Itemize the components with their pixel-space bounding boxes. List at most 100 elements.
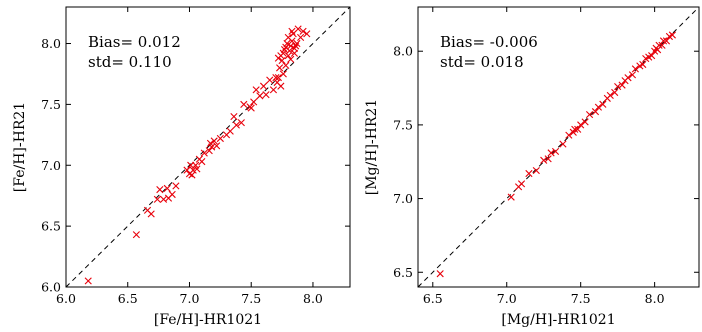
data-point <box>163 184 171 192</box>
y-tick-label: 7.5 <box>41 97 61 112</box>
data-point <box>624 74 632 82</box>
data-point <box>532 166 540 175</box>
y-tick-label: 8.0 <box>393 44 413 59</box>
data-point <box>525 169 533 178</box>
data-point <box>559 140 567 148</box>
x-axis-label: [Fe/H]-HR1021 <box>154 312 262 328</box>
x-tick-label: 7.0 <box>180 291 200 306</box>
data-point <box>153 195 161 203</box>
data-point <box>240 100 248 108</box>
data-point <box>290 49 299 57</box>
data-point <box>662 37 671 45</box>
data-point <box>262 91 270 99</box>
data-point <box>606 91 614 100</box>
data-point <box>659 37 668 45</box>
data-point <box>205 147 213 155</box>
data-point <box>611 88 619 97</box>
data-point <box>540 156 548 164</box>
data-point <box>292 42 300 50</box>
plot-frame <box>417 6 700 288</box>
data-point <box>574 125 582 133</box>
one-to-one-line <box>65 6 351 288</box>
data-point <box>230 112 238 121</box>
x-tick-label: 7.5 <box>571 291 591 306</box>
x-tick-label: 6.5 <box>118 291 138 306</box>
data-point <box>274 74 282 82</box>
data-point <box>269 86 278 94</box>
data-point <box>213 142 221 150</box>
data-point <box>299 27 307 35</box>
bias-annotation: Bias= 0.012 <box>88 33 181 51</box>
data-point <box>544 155 552 163</box>
one-to-one-line <box>417 6 700 288</box>
std-annotation: std= 0.110 <box>88 53 172 71</box>
data-point <box>618 81 626 89</box>
data-point <box>198 158 206 166</box>
data-point <box>147 210 155 218</box>
data-point <box>172 182 180 190</box>
y-tick-label: 7.0 <box>41 158 61 173</box>
data-point <box>303 30 311 38</box>
data-point <box>517 180 526 188</box>
x-tick-label: 6.0 <box>56 291 76 306</box>
data-point <box>585 110 594 119</box>
data-point <box>668 31 676 39</box>
std-annotation: std= 0.018 <box>440 53 524 71</box>
points <box>436 31 676 278</box>
y-tick-label: 6.5 <box>41 219 61 234</box>
bias-annotation: Bias= -0.006 <box>440 33 538 51</box>
data-point <box>288 27 296 35</box>
data-point <box>294 25 302 33</box>
data-point <box>287 55 295 63</box>
data-point <box>256 92 264 100</box>
points <box>84 25 311 285</box>
data-point <box>648 52 656 60</box>
data-point <box>297 33 305 42</box>
panel-mg: 6.5 7.0 7.5 8.0 6.5 7.0 7.5 8.0 [Mg/H]-HR1021 [Mg… <box>364 6 700 328</box>
data-point <box>577 121 585 129</box>
data-point <box>200 149 208 157</box>
data-point <box>594 103 603 111</box>
y-tick-label: 7.5 <box>393 117 413 132</box>
data-point <box>284 52 292 60</box>
data-point <box>156 186 164 194</box>
y-tick-label: 6.5 <box>393 265 413 280</box>
data-point <box>293 39 301 48</box>
data-point <box>193 165 201 173</box>
data-point <box>266 76 274 84</box>
data-point <box>581 118 589 126</box>
data-point <box>168 190 176 199</box>
x-tick-label: 8.0 <box>303 291 323 306</box>
data-point <box>507 193 515 201</box>
data-point <box>132 231 140 239</box>
data-point <box>631 65 639 73</box>
y-tick-label: 6.0 <box>41 280 61 295</box>
data-point <box>591 108 600 116</box>
data-point <box>282 61 290 70</box>
data-point <box>279 70 287 78</box>
data-point <box>226 127 234 135</box>
data-point <box>628 71 637 79</box>
data-point <box>282 43 290 51</box>
y-axis-label: [Fe/H]-HR21 <box>12 102 28 192</box>
y-tick-label: 7.0 <box>393 191 413 206</box>
data-point <box>188 171 196 179</box>
x-tick-label: 8.0 <box>645 291 665 306</box>
panel-fe: 6.0 6.5 7.0 7.5 8.0 6.0 6.5 7.0 7.5 8.0 [Fe/H]-HR1… <box>12 6 351 328</box>
data-point <box>288 37 296 45</box>
data-point <box>250 98 258 106</box>
data-point <box>276 64 284 72</box>
data-point <box>639 60 647 69</box>
data-point <box>278 56 286 65</box>
x-tick-label: 7.0 <box>497 291 517 306</box>
data-point <box>565 131 573 139</box>
data-point <box>547 149 555 157</box>
x-tick-label: 6.5 <box>423 291 443 306</box>
y-tick-label: 8.0 <box>41 36 61 51</box>
plot-frame <box>65 6 351 288</box>
data-point <box>216 134 224 143</box>
data-point <box>210 137 218 145</box>
x-axis-label: [Mg/H]-HR1021 <box>501 312 615 328</box>
data-point <box>252 86 260 94</box>
